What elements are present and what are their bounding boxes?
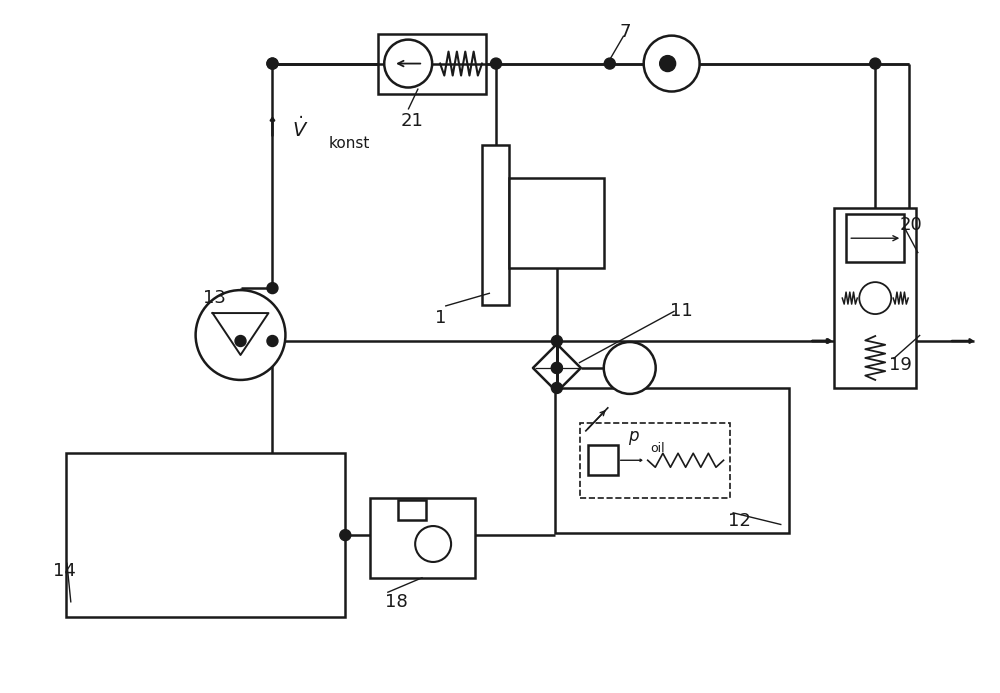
Text: 7: 7 bbox=[620, 23, 631, 41]
Text: $\dot{V}$: $\dot{V}$ bbox=[292, 117, 309, 141]
Text: oil: oil bbox=[651, 441, 665, 455]
Circle shape bbox=[551, 362, 562, 374]
Bar bbox=[846, 214, 904, 262]
Bar bbox=[398, 500, 426, 520]
Circle shape bbox=[196, 290, 285, 380]
Circle shape bbox=[551, 383, 562, 394]
Circle shape bbox=[604, 342, 656, 394]
Circle shape bbox=[660, 55, 676, 71]
Circle shape bbox=[859, 282, 891, 314]
Circle shape bbox=[870, 58, 881, 69]
Bar bbox=[580, 423, 730, 498]
Text: $p$: $p$ bbox=[628, 429, 640, 447]
Bar bbox=[482, 146, 509, 305]
Circle shape bbox=[415, 526, 451, 562]
Text: 19: 19 bbox=[889, 356, 912, 374]
Circle shape bbox=[267, 58, 278, 69]
Bar bbox=[370, 498, 475, 577]
Text: 20: 20 bbox=[899, 216, 922, 234]
Circle shape bbox=[551, 335, 562, 346]
Bar bbox=[588, 446, 618, 475]
Text: 14: 14 bbox=[53, 561, 76, 579]
Circle shape bbox=[551, 362, 562, 374]
Text: konst: konst bbox=[328, 137, 370, 151]
Bar bbox=[509, 178, 604, 268]
Bar bbox=[834, 209, 916, 388]
Bar bbox=[555, 388, 789, 533]
Text: 1: 1 bbox=[435, 309, 447, 327]
Circle shape bbox=[491, 58, 501, 69]
Circle shape bbox=[235, 335, 246, 346]
Text: 21: 21 bbox=[400, 112, 423, 130]
Text: 11: 11 bbox=[670, 302, 692, 320]
Circle shape bbox=[384, 40, 432, 87]
Text: 18: 18 bbox=[385, 593, 408, 611]
Circle shape bbox=[267, 283, 278, 294]
Text: 13: 13 bbox=[203, 289, 225, 307]
Circle shape bbox=[644, 35, 700, 91]
Circle shape bbox=[267, 58, 278, 69]
Bar bbox=[66, 453, 345, 617]
Circle shape bbox=[340, 529, 351, 541]
Bar bbox=[378, 34, 486, 94]
Circle shape bbox=[604, 58, 615, 69]
Circle shape bbox=[267, 335, 278, 346]
Text: 12: 12 bbox=[728, 511, 750, 529]
